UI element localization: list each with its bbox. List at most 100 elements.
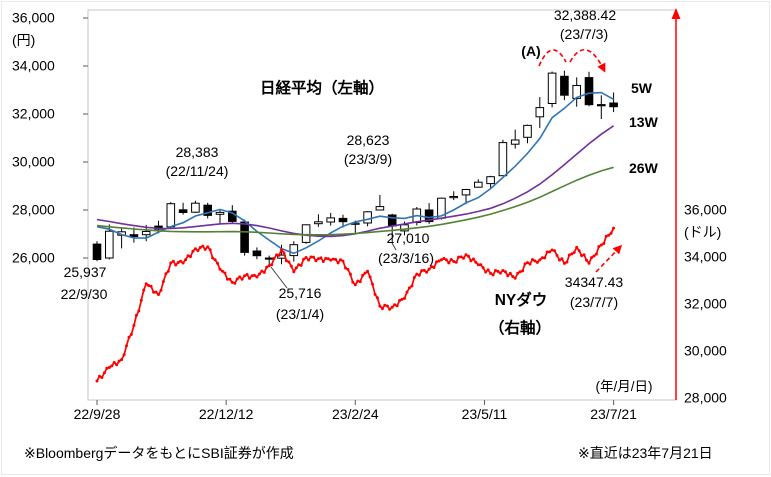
dow-point xyxy=(567,253,571,257)
dow-point xyxy=(526,261,529,265)
dow-point xyxy=(476,263,480,267)
dow-point xyxy=(221,269,224,273)
x-axis-tick-label: 23/7/21 xyxy=(590,406,637,422)
dow-point xyxy=(407,286,411,290)
dow-point xyxy=(405,290,409,294)
candle-body xyxy=(449,196,458,199)
dow-point xyxy=(555,253,559,257)
annotation-a-marker: (A) xyxy=(521,43,540,59)
dow-point xyxy=(98,374,101,378)
dow-point xyxy=(110,364,114,368)
dow-point xyxy=(223,271,227,275)
dow-point xyxy=(228,277,232,281)
dow-point xyxy=(152,290,156,294)
candle-body xyxy=(510,139,520,145)
footer-source-note: ※BloombergデータをもとにSBI証券が作成 xyxy=(24,445,294,461)
dow-point xyxy=(161,280,165,283)
candle-body xyxy=(363,211,372,224)
dow-point xyxy=(570,252,574,256)
right-axis-tick-label: 30,000 xyxy=(684,343,727,359)
dow-point xyxy=(587,261,591,265)
dow-point xyxy=(189,255,192,259)
candle-body xyxy=(584,77,594,106)
dow-point xyxy=(334,257,338,261)
annotation-mar-low-value: 27,010 xyxy=(387,230,430,246)
dow-point xyxy=(432,266,436,269)
dow-point xyxy=(363,271,367,275)
dow-point xyxy=(447,261,451,265)
dow-point xyxy=(191,249,195,253)
dow-point xyxy=(474,260,478,264)
dow-point xyxy=(358,280,362,284)
right-axis-tick-label: 34,000 xyxy=(684,249,727,265)
dow-point xyxy=(112,361,116,364)
dow-point xyxy=(412,276,416,279)
dow-point xyxy=(471,257,475,261)
dow-point xyxy=(115,363,119,367)
annotation-nov-high-value: 28,383 xyxy=(176,144,219,160)
candle-body xyxy=(486,176,495,185)
left-axis-tick-label: 34,000 xyxy=(12,58,55,74)
candle-body xyxy=(215,211,225,215)
dow-point xyxy=(548,250,552,254)
dow-point xyxy=(380,307,384,311)
dow-point xyxy=(395,304,399,308)
dow-point xyxy=(312,255,315,259)
dow-point xyxy=(316,257,320,261)
left-axis-unit: (円) xyxy=(12,32,35,48)
dow-point xyxy=(107,366,111,369)
dow-point xyxy=(486,268,490,272)
candle-body xyxy=(314,221,323,225)
dow-point xyxy=(198,246,202,249)
dow-point xyxy=(609,231,613,235)
dow-point xyxy=(400,297,404,301)
dow-point xyxy=(277,253,281,257)
left-axis-tick-label: 30,000 xyxy=(12,154,55,170)
dow-point xyxy=(430,265,434,269)
dow-point xyxy=(225,277,229,281)
dow-point xyxy=(452,260,456,263)
dow-point xyxy=(521,269,525,273)
annotation-mar-low-date: (23/3/16) xyxy=(378,250,434,266)
dow-point xyxy=(410,284,414,288)
dow-point xyxy=(336,261,340,265)
dow-point xyxy=(294,266,298,270)
annotation-peak-date: (23/7/3) xyxy=(560,26,608,42)
annotation-dow-recent-date: (23/7/7) xyxy=(570,294,618,310)
annotation-sep-low-value: 25,937 xyxy=(64,264,107,280)
dow-point xyxy=(289,264,293,268)
dow-point xyxy=(594,252,598,256)
dow-point xyxy=(157,293,160,296)
dow-point xyxy=(134,313,138,317)
dow-point xyxy=(233,281,237,285)
dow-point xyxy=(590,256,593,260)
dow-point xyxy=(159,288,163,292)
dow-point xyxy=(585,258,588,262)
dow-point xyxy=(373,292,377,296)
dow-point xyxy=(501,269,505,272)
dow-point xyxy=(100,376,104,379)
dow-point xyxy=(203,247,207,251)
dow-point xyxy=(398,299,402,302)
dow-point xyxy=(174,263,178,267)
dow-point xyxy=(95,379,99,383)
candle-body xyxy=(301,224,311,243)
candle-body xyxy=(547,72,557,104)
dow-point xyxy=(535,260,539,264)
dow-point xyxy=(368,275,372,279)
dow-point xyxy=(553,249,557,253)
dow-point xyxy=(154,290,158,294)
dow-point xyxy=(437,259,441,263)
annotation-sep-low-date: 22/9/30 xyxy=(61,286,108,302)
annotation-jan-low-value: 25,716 xyxy=(279,285,322,301)
dow-point xyxy=(339,258,342,262)
moving-average-lines xyxy=(96,91,615,255)
dow-point xyxy=(558,258,561,262)
annotation-nov-high-date: (22/11/24) xyxy=(166,163,229,179)
dow-point xyxy=(604,234,608,238)
dow-point xyxy=(265,265,269,269)
ma-line-26W xyxy=(96,166,614,236)
dow-point xyxy=(186,254,190,258)
